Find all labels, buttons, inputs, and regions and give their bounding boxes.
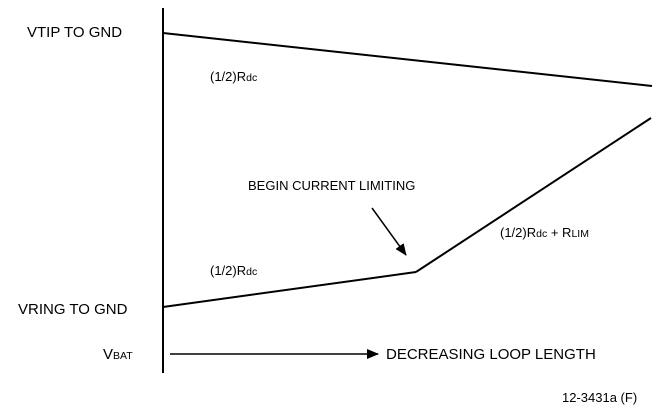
vring-current-limit-segment [415,117,652,273]
limit-slope-plus: + R [547,225,572,240]
vring-to-gnd-label: VRING TO GND [18,301,128,318]
begin-current-limiting-arrow [371,207,407,256]
tip-slope-label: (1/2)Rdc [210,68,257,87]
begin-current-limiting-label: BEGIN CURRENT LIMITING [248,178,416,193]
limit-slope-main: (1/2)R [500,225,537,240]
ring-slope-subscript: dc [246,266,258,278]
tip-slope-main: (1/2)R [210,69,247,84]
vring-line-segment [162,271,417,308]
vbat-main: V [103,346,114,363]
limit-slope-subscript-dc: dc [536,228,548,240]
vtip-to-gnd-label: VTIP TO GND [27,24,123,41]
ring-slope-main: (1/2)R [210,263,247,278]
decreasing-loop-length-label: DECREASING LOOP LENGTH [386,346,596,363]
current-limit-slope-label: (1/2)Rdc + RLIM [500,224,589,243]
figure-reference: 12-3431a (F) [562,390,638,405]
vtip-line [162,32,653,87]
tip-slope-subscript: dc [246,72,258,84]
vbat-subscript: BAT [113,350,133,362]
limit-slope-subscript-lim: LIM [571,228,589,240]
ring-slope-label: (1/2)Rdc [210,262,257,281]
vbat-label: VBAT [103,346,133,365]
